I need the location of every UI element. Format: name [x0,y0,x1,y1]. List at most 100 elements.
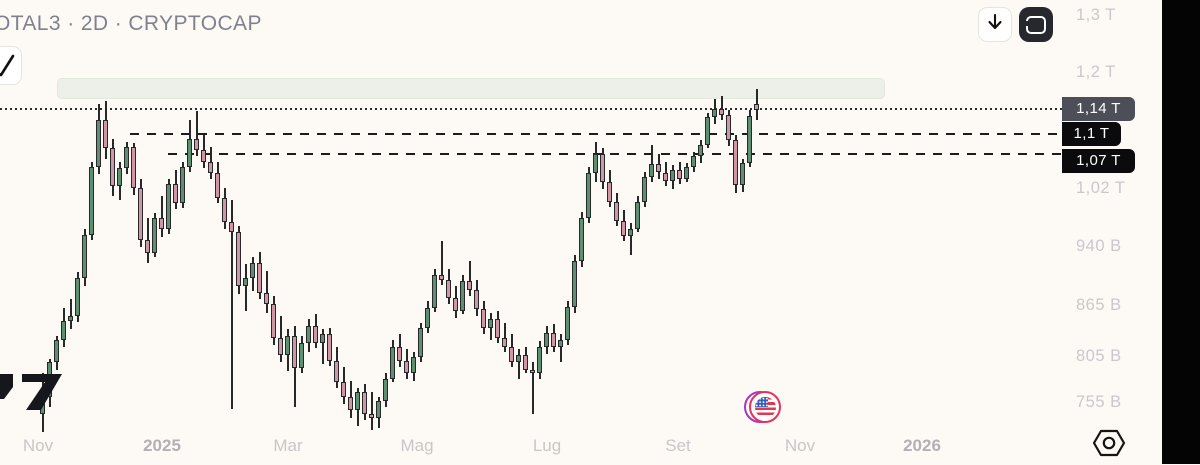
candle [201,149,206,162]
candle [523,355,528,370]
time-axis[interactable]: Nov 2025 Mar Mag Lug Set Nov 2026 [0,425,1062,464]
download-icon [984,11,1006,38]
candle [292,336,297,368]
candle-wick [531,362,534,415]
year-tick-label: 2025 [143,436,181,455]
candle [138,187,143,240]
month-tick-label: Nov [22,436,54,455]
candle [327,334,332,361]
camera-icon [1025,15,1046,34]
candle [341,382,346,398]
current-price-line [0,107,1062,110]
candle [453,297,458,311]
candle [264,292,269,305]
price-tick-label: 1,02 T [1076,178,1126,197]
supply-zone[interactable] [57,77,885,100]
candle [194,139,199,150]
candle [124,147,129,169]
candle [369,414,374,419]
candle [733,140,738,185]
candle [152,217,157,254]
candle [642,176,647,202]
candle [698,145,703,157]
candle [306,325,311,344]
candle [215,172,220,198]
check-button[interactable] [0,46,22,85]
candle [376,400,381,419]
candle [54,339,59,363]
candle [390,346,395,379]
candle [495,319,500,338]
support-line-107T[interactable] [168,152,1062,155]
candle [208,161,213,173]
settings-button[interactable] [1092,426,1126,460]
candle [551,332,556,347]
symbol-title: OTAL3 · 2D · CRYPTOCAP [0,12,262,35]
candle [747,116,752,163]
candle [362,391,367,415]
candle-wick [650,145,653,183]
candle-wick [160,196,163,237]
month-tick-label: Lug [532,436,562,455]
month-tick-label: Mar [273,436,303,455]
candle [663,172,668,181]
candle [509,346,514,363]
candle [754,103,759,110]
candle-wick [69,299,72,330]
candle [572,261,577,307]
price-axis[interactable]: 1,3 T 1,2 T 1,02 T 940 B 865 B 805 B 755 B [1062,0,1162,425]
candle [411,357,416,374]
price-tick-label: 1,3 T [1076,6,1116,24]
candle [474,289,479,310]
camera-button[interactable] [1019,7,1053,42]
us-flag-event-marker[interactable] [744,388,782,426]
plot-area[interactable] [0,0,1062,432]
candle [579,217,584,262]
candle [425,307,430,328]
candle [656,163,661,173]
candle-wick [230,200,233,409]
candle-wick [517,349,520,379]
candle-wick [468,261,471,297]
candle [446,279,451,298]
candle [320,334,325,344]
candle [110,148,115,187]
candle [432,275,437,308]
candle [89,167,94,235]
candle [159,217,164,230]
gear-icon [1092,429,1126,464]
candle [397,346,402,361]
candle [348,397,353,411]
candle-wick [440,241,443,285]
candle [502,337,507,347]
candle-wick [321,329,324,365]
candle [677,169,682,179]
price-badge-11T: 1,1 T [1062,121,1121,146]
price-tick-label: 865 B [1076,296,1122,315]
candle [271,304,276,338]
candle [355,391,360,411]
support-line-11T[interactable] [130,132,1062,135]
candle [229,222,234,233]
candle [600,153,605,183]
candle [243,278,248,287]
year-tick-label: 2026 [903,436,941,455]
candle-wick [720,96,723,120]
price-tick-label: 805 B [1076,347,1122,366]
candle [285,336,290,356]
check-icon [0,45,21,86]
candle [726,114,731,141]
us-flag-icon [749,391,781,423]
candle [103,119,108,149]
candle [313,325,318,344]
candle [705,117,710,146]
download-button[interactable] [978,7,1012,42]
candle [530,369,535,374]
price-tick-label: 1,2 T [1076,62,1116,81]
candle [299,343,304,368]
candle [236,232,241,287]
screen-letterbox [1162,0,1200,464]
candle [481,309,486,328]
candle [404,360,409,374]
